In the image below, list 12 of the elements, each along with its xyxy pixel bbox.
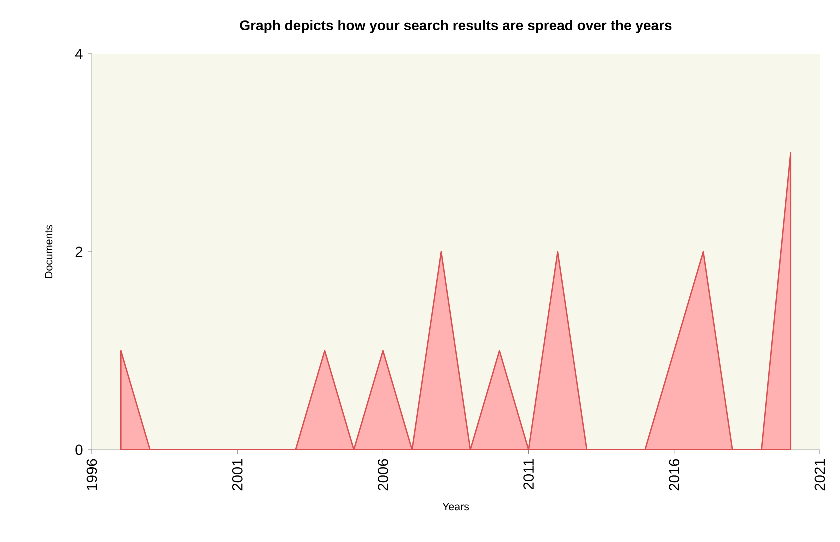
y-tick-label: 2 bbox=[76, 246, 83, 258]
chart-title: Graph depicts how your search results are spread over the years bbox=[240, 20, 672, 34]
y-axis-title: Documents bbox=[45, 225, 53, 278]
x-tick-label: 2021 bbox=[814, 459, 826, 491]
y-tick-label: 0 bbox=[76, 444, 83, 456]
x-tick-label: 2006 bbox=[378, 459, 388, 491]
x-tick-label: 2011 bbox=[524, 459, 534, 490]
x-tick-label: 2016 bbox=[669, 459, 680, 491]
y-tick-label: 4 bbox=[75, 48, 83, 60]
x-tick-label: 2001 bbox=[232, 459, 243, 491]
x-axis-title: Years bbox=[442, 503, 470, 511]
x-tick-label: 1996 bbox=[86, 459, 98, 490]
